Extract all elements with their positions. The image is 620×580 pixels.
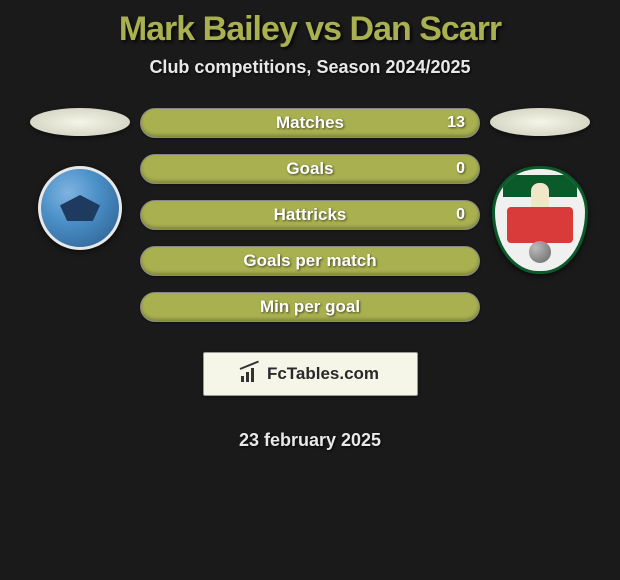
stat-label: Goals (286, 159, 333, 179)
stat-row-goals: Goals 0 (140, 154, 480, 184)
stat-row-hattricks: Hattricks 0 (140, 200, 480, 230)
left-club-crest-icon (38, 166, 122, 250)
stat-row-min-per-goal: Min per goal (140, 292, 480, 322)
stat-row-matches: Matches 13 (140, 108, 480, 138)
right-club-crest-icon (492, 166, 588, 274)
stat-row-goals-per-match: Goals per match (140, 246, 480, 276)
right-player-avatar (490, 108, 590, 136)
brand-badge[interactable]: FcTables.com (203, 352, 418, 396)
right-player-column (480, 108, 600, 274)
main-row: Matches 13 Goals 0 Hattricks 0 Goals per… (0, 108, 620, 451)
stat-label: Matches (276, 113, 344, 133)
date-label: 23 february 2025 (239, 430, 381, 451)
bar-chart-icon (241, 366, 261, 382)
page-subtitle: Club competitions, Season 2024/2025 (149, 57, 470, 78)
stats-column: Matches 13 Goals 0 Hattricks 0 Goals per… (140, 108, 480, 451)
brand-label: FcTables.com (267, 364, 379, 384)
left-player-avatar (30, 108, 130, 136)
stat-label: Goals per match (243, 251, 376, 271)
page-title: Mark Bailey vs Dan Scarr (119, 10, 501, 49)
left-player-column (20, 108, 140, 250)
stat-label: Min per goal (260, 297, 360, 317)
stat-label: Hattricks (274, 205, 347, 225)
stat-right-value: 13 (447, 114, 465, 132)
stat-right-value: 0 (456, 160, 465, 178)
stat-right-value: 0 (456, 206, 465, 224)
comparison-card: Mark Bailey vs Dan Scarr Club competitio… (0, 0, 620, 461)
